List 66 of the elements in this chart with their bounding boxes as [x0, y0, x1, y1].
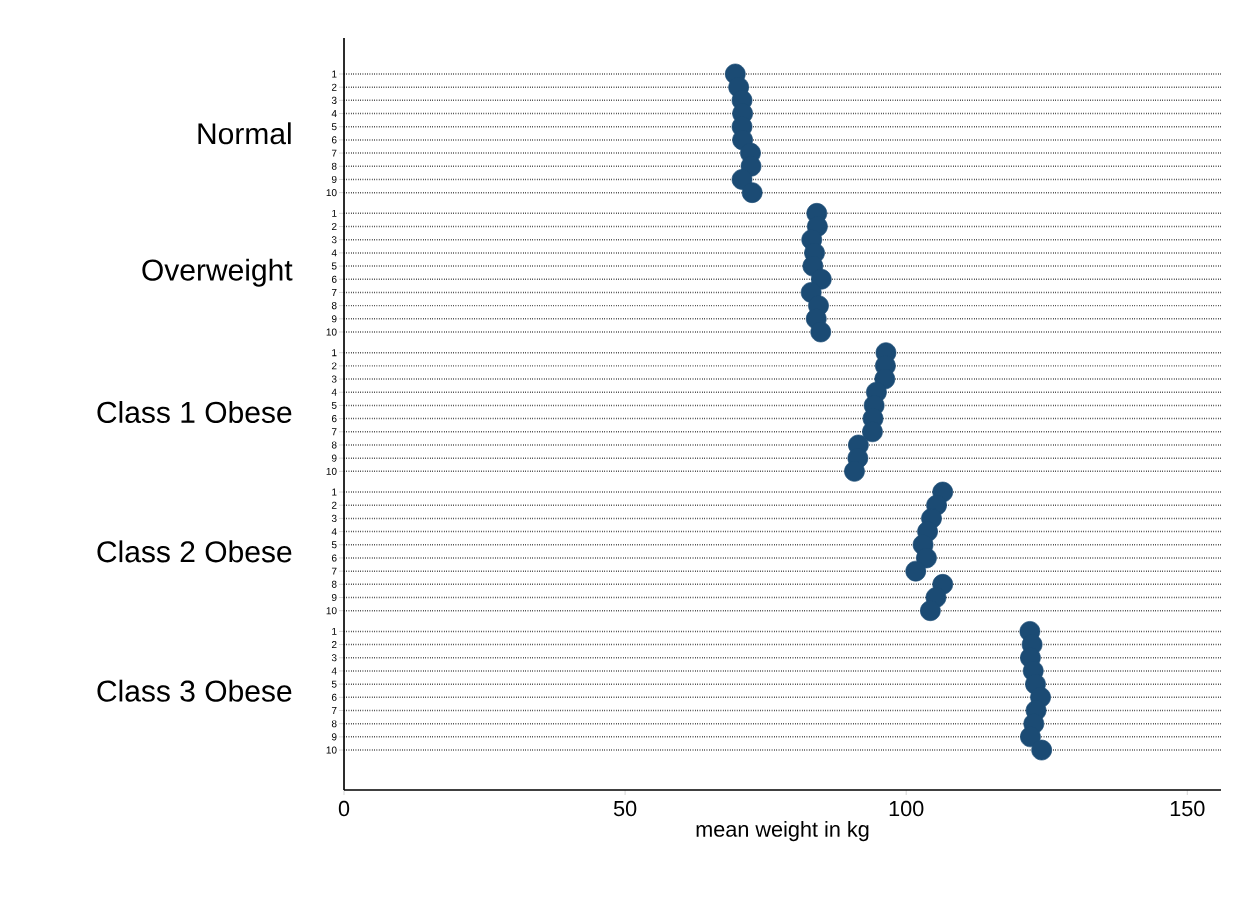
y-tick-label: 10: [326, 607, 337, 615]
y-tick-label: 10: [326, 328, 337, 336]
y-tick-label: 6: [331, 415, 337, 423]
y-tick-label: 3: [331, 236, 337, 244]
y-tick-label: 1: [332, 70, 337, 78]
y-tick-label: 3: [331, 375, 337, 383]
y-tick-label: 2: [331, 83, 337, 91]
y-tick-label: 9: [331, 733, 337, 741]
y-tick-label: 9: [331, 593, 337, 602]
y-tick-label: 7: [331, 428, 337, 436]
y-tick-label: 9: [331, 315, 337, 323]
y-tick-label: 10: [326, 189, 337, 197]
y-tick-label: 5: [331, 123, 337, 131]
text: Class 2 Obese: [97, 540, 292, 563]
y-tick-label: 8: [331, 302, 337, 310]
text: Overweight: [142, 258, 293, 287]
x-tick-label: 0: [338, 800, 350, 817]
x-tick-label: 150: [1170, 800, 1205, 817]
x-axis-title: mean weight in kg: [696, 820, 869, 842]
y-tick-label: 1: [332, 209, 337, 217]
y-tick-label: 1: [332, 349, 337, 357]
y-tick-label: 4: [331, 110, 337, 117]
point: [862, 421, 883, 443]
y-tick-label: 6: [331, 554, 337, 562]
y-tick-label: 2: [331, 641, 337, 649]
y-tick-label: 1: [332, 627, 337, 635]
text: Normal: [198, 122, 291, 145]
y-tick-label: 7: [331, 149, 337, 157]
y-tick-label: 7: [331, 707, 337, 714]
y-tick-label: 3: [331, 654, 337, 662]
y-tick-label: 5: [331, 262, 337, 270]
y-tick-label: 5: [331, 680, 337, 688]
y-tick-label: 4: [331, 249, 337, 257]
y-tick-label: 7: [331, 567, 337, 575]
text: Class 3 Obese: [97, 679, 292, 702]
y-tick-label: 8: [331, 720, 337, 728]
y-tick-label: 3: [331, 514, 337, 522]
y-tick-label: 2: [331, 223, 337, 231]
y-tick-label: 6: [331, 275, 337, 283]
x-tick-label: 50: [613, 800, 637, 817]
y-tick-label: 8: [331, 580, 337, 588]
y-tick-label: 8: [331, 162, 337, 170]
y-tick-label: 10: [326, 746, 337, 754]
y-tick-label: 5: [331, 541, 337, 549]
y-tick-label: 2: [331, 362, 337, 370]
y-tick-label: 9: [331, 454, 337, 462]
y-tick-label: 2: [331, 501, 337, 509]
point: [1020, 726, 1041, 748]
y-tick-label: 7: [331, 289, 337, 296]
y-tick-label: 5: [331, 401, 337, 409]
point: [1031, 739, 1052, 761]
y-tick-label: 3: [331, 96, 337, 104]
text: Class 1 Obese: [97, 401, 292, 424]
point: [920, 600, 941, 622]
x-tick-label: 100: [889, 800, 924, 817]
y-tick-label: 8: [331, 441, 337, 449]
y-tick-label: 4: [331, 528, 337, 536]
y-tick-label: 6: [331, 136, 337, 144]
y-tick-label: 6: [331, 693, 337, 701]
point: [916, 547, 937, 569]
point: [905, 560, 927, 582]
y-tick-label: 10: [326, 467, 337, 475]
y-tick-label: 4: [331, 388, 337, 396]
y-tick-label: 1: [332, 488, 337, 496]
y-tick-label: 9: [331, 175, 337, 183]
y-tick-label: 4: [331, 667, 337, 675]
